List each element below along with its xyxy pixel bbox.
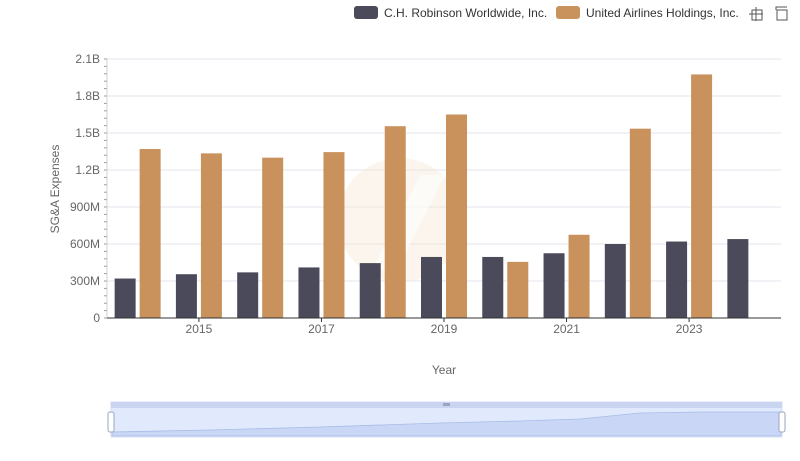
bar-series1-2017[interactable] [323, 152, 345, 318]
legend-label-1: United Airlines Holdings, Inc. [586, 6, 739, 20]
bar-series0-2024[interactable] [727, 239, 749, 318]
bar-series1-2022[interactable] [629, 128, 651, 318]
x-axis: 2015 2017 2019 2021 2023 [107, 317, 781, 336]
bar-series0-2022[interactable] [604, 244, 626, 318]
bar-series1-2020[interactable] [507, 261, 529, 318]
x-tick-label: 2019 [431, 322, 458, 336]
bar-series0-2023[interactable] [666, 241, 688, 318]
bar-series0-2015[interactable] [175, 274, 197, 318]
legend: C.H. Robinson Worldwide, Inc. United Air… [354, 6, 739, 20]
y-tick-label: 0 [93, 311, 100, 325]
bar-series0-2018[interactable] [359, 263, 381, 318]
legend-swatch-1 [556, 6, 580, 19]
bar-series1-2019[interactable] [446, 114, 467, 319]
bars [114, 74, 749, 319]
bar-series1-2018[interactable] [384, 126, 406, 318]
bar-series0-2019[interactable] [421, 256, 442, 318]
legend-item-1[interactable]: United Airlines Holdings, Inc. [556, 6, 739, 20]
bar-series1-2021[interactable] [568, 234, 590, 318]
zoom-handle-right[interactable] [778, 411, 786, 433]
bar-series0-2020[interactable] [482, 256, 504, 318]
y-tick-label: 900M [70, 200, 100, 214]
y-tick-label: 1.2B [75, 163, 100, 177]
zoom-grip[interactable] [443, 403, 450, 406]
fullscreen-icon[interactable] [775, 6, 788, 21]
bar-series0-2014[interactable] [114, 278, 136, 318]
bar-series1-2015[interactable] [200, 153, 222, 318]
legend-label-0: C.H. Robinson Worldwide, Inc. [384, 6, 547, 20]
x-tick-label: 2023 [676, 322, 703, 336]
bar-series0-2016[interactable] [237, 272, 259, 318]
legend-item-0[interactable]: C.H. Robinson Worldwide, Inc. [354, 6, 547, 20]
bar-series1-2014[interactable] [139, 149, 161, 318]
y-tick-label: 1.8B [75, 89, 100, 103]
y-tick-label: 600M [70, 237, 100, 251]
zoom-handle-left[interactable] [107, 411, 115, 433]
y-axis-title: SG&A Expenses [48, 145, 62, 234]
zoom-preview-area [111, 411, 782, 437]
zoom-slider[interactable] [107, 401, 786, 438]
x-tick-label: 2017 [308, 322, 335, 336]
x-axis-title: Year [432, 363, 456, 377]
y-tick-label: 1.5B [75, 126, 100, 140]
bar-series0-2017[interactable] [298, 267, 320, 318]
x-tick-label: 2015 [186, 322, 213, 336]
bar-series1-2023[interactable] [691, 74, 713, 319]
legend-swatch-0 [354, 6, 378, 19]
bar-series0-2021[interactable] [543, 253, 565, 318]
y-axis: 0 300M 600M 900M 1.2B 1.5B 1.8B 2.1B [70, 52, 108, 325]
bar-series1-2016[interactable] [262, 157, 284, 318]
x-tick-label: 2021 [553, 322, 580, 336]
y-tick-label: 300M [70, 274, 100, 288]
crosshair-icon[interactable] [749, 7, 763, 21]
y-tick-label: 2.1B [75, 52, 100, 66]
